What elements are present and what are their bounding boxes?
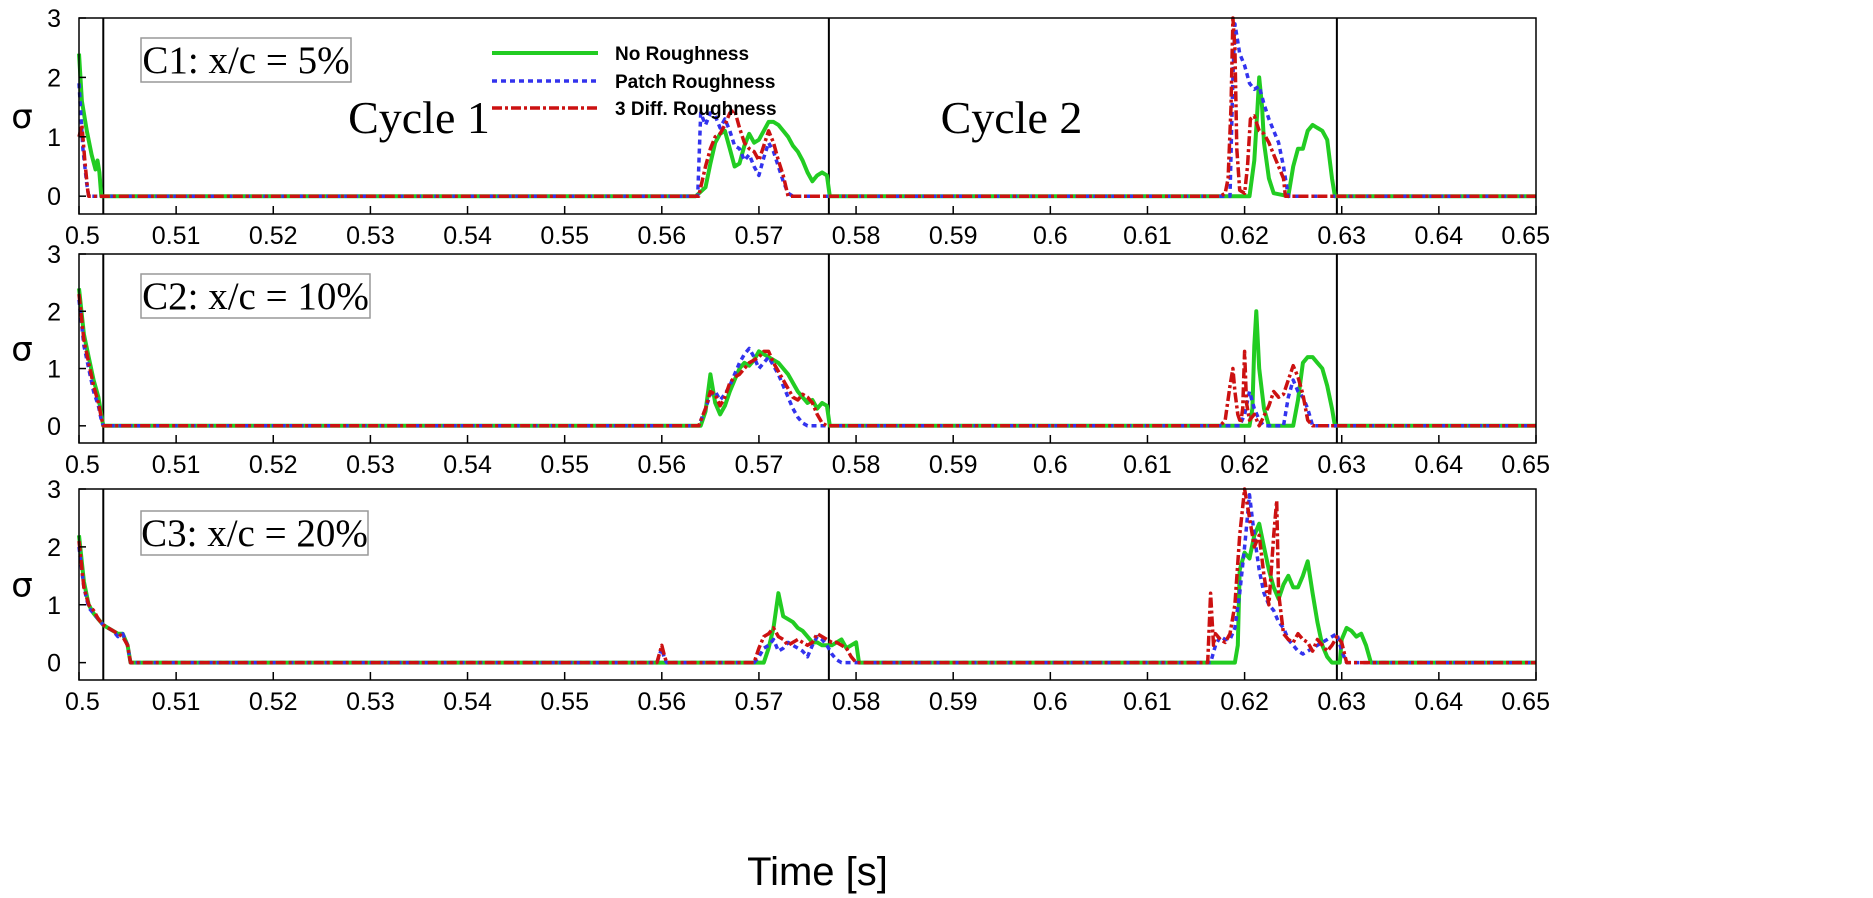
panel-c1-series-patch-roughness (77, 22, 1536, 198)
panel-c1-x-tick-label-0.58: 0.58 (832, 222, 881, 250)
panel-c3-x-tick-label-0.58: 0.58 (832, 688, 881, 716)
panel-c2-y-tick-label-0: 0 (47, 413, 61, 441)
panel-c3-x-tick-label-0.57: 0.57 (735, 688, 784, 716)
panel-c3-x-tick-label-0.65: 0.65 (1501, 688, 1550, 716)
panel-c3-y-tick-label-1: 1 (47, 592, 61, 620)
panel-c2-frame (78, 253, 1537, 444)
panel-c2-x-tick-label-0.58: 0.58 (832, 451, 881, 479)
panel-c1-y-axis-label: σ (11, 97, 33, 137)
panel-c1-series-no-roughness (77, 53, 1536, 199)
panel-c1-label: C1: x/c = 5% (140, 37, 352, 83)
legend-label-no-roughness: No Roughness (615, 44, 749, 65)
legend: No Roughness Patch Roughness 3 Diff. Rou… (492, 44, 777, 120)
panel-c2-label: C2: x/c = 10% (140, 273, 371, 319)
panel-c1-x-tick-label-0.55: 0.55 (540, 222, 589, 250)
panel-c1-y-tick-label-1: 1 (47, 124, 61, 152)
panel-c3-x-tick-label-0.54: 0.54 (443, 688, 492, 716)
panel-c1-x-tick-label-0.65: 0.65 (1501, 222, 1550, 250)
panel-c3-x-tick-label-0.64: 0.64 (1415, 688, 1464, 716)
panel-c3: 0 1 2 3 0.5 0.51 0.52 0.53 0.54 0.55 0.56 0.57 0.58… (11, 476, 1550, 716)
panel-c2-x-tick-label-0.65: 0.65 (1501, 451, 1550, 479)
panel-c1-x-tick-label-0.5: 0.5 (65, 222, 100, 250)
cycle-labels: Cycle 1 Cycle 2 (348, 92, 1082, 143)
panel-c1-x-tick-label-0.61: 0.61 (1123, 222, 1172, 250)
panel-c2-series-no-roughness (77, 288, 1536, 428)
cycle-2-label: Cycle 2 (941, 92, 1083, 143)
panel-c3-x-tick-label-0.6: 0.6 (1033, 688, 1068, 716)
panel-c1: 0 1 2 3 0.5 0.51 0.52 0.53 0.54 0.55 0.56 0.57 0.58… (11, 5, 1550, 250)
panel-c2-x-tick-label-0.61: 0.61 (1123, 451, 1172, 479)
panel-c3-y-axis-label: σ (11, 566, 33, 606)
panel-c2-x-tick-label-0.5: 0.5 (65, 451, 100, 479)
panel-c2-label-text: C2: x/c = 10% (142, 275, 369, 318)
panel-c3-label-text: C3: x/c = 20% (141, 512, 368, 555)
panel-c3-series-3-diff-roughness (77, 487, 1536, 665)
legend-label-3-diff-roughness: 3 Diff. Roughness (615, 99, 777, 120)
panel-c3-x-tick-label-0.62: 0.62 (1220, 688, 1269, 716)
x-axis-label: Time [s] (747, 850, 888, 894)
panel-c2-x-tick-label-0.56: 0.56 (637, 451, 686, 479)
panel-c1-x-tick-label-0.6: 0.6 (1033, 222, 1068, 250)
cycle-1-label: Cycle 1 (348, 92, 490, 143)
panel-c1-frame (78, 17, 1537, 215)
panel-c1-label-text: C1: x/c = 5% (142, 39, 349, 82)
panel-c1-y-tick-label-0: 0 (47, 183, 61, 211)
panel-c3-x-tick-label-0.56: 0.56 (637, 688, 686, 716)
panel-c1-x-tick-label-0.54: 0.54 (443, 222, 492, 250)
panel-c1-x-tick-label-0.53: 0.53 (346, 222, 395, 250)
panel-c1-y-tick-label-2: 2 (47, 64, 61, 92)
panel-c2-x-tick-label-0.63: 0.63 (1317, 451, 1366, 479)
panel-c3-x-tick-label-0.51: 0.51 (152, 688, 201, 716)
panel-c3-frame (78, 488, 1537, 681)
panel-c3-x-tick-label-0.5: 0.5 (65, 688, 100, 716)
panel-c2-y-tick-label-3: 3 (47, 241, 61, 269)
panel-c3-y-tick-label-3: 3 (47, 476, 61, 504)
panel-c3-y-tick-label-2: 2 (47, 534, 61, 562)
panel-c1-x-tick-label-0.62: 0.62 (1220, 222, 1269, 250)
panel-c2-x-tick-label-0.53: 0.53 (346, 451, 395, 479)
panel-c2: 0 1 2 3 0.5 0.51 0.52 0.53 0.54 0.55 0.56 0.57 0.58… (11, 241, 1550, 479)
panel-c2-x-tick-label-0.57: 0.57 (735, 451, 784, 479)
panel-c2-x-tick-label-0.55: 0.55 (540, 451, 589, 479)
panel-c2-y-axis-label: σ (11, 330, 33, 370)
panel-c1-x-tick-label-0.56: 0.56 (637, 222, 686, 250)
panel-c1-x-tick-label-0.64: 0.64 (1415, 222, 1464, 250)
panel-c2-y-tick-label-1: 1 (47, 356, 61, 384)
panel-c3-x-tick-label-0.52: 0.52 (249, 688, 298, 716)
panel-c2-x-tick-label-0.6: 0.6 (1033, 451, 1068, 479)
panel-c1-x-tick-label-0.63: 0.63 (1317, 222, 1366, 250)
panel-c2-y-tick-label-2: 2 (47, 298, 61, 326)
panel-c1-series-3-diff-roughness (77, 16, 1536, 198)
panel-c2-x-tick-label-0.54: 0.54 (443, 451, 492, 479)
panel-c2-x-tick-label-0.62: 0.62 (1220, 451, 1269, 479)
panel-c3-label: C3: x/c = 20% (140, 510, 369, 556)
panel-c1-x-tick-label-0.59: 0.59 (929, 222, 978, 250)
panel-c3-x-tick-label-0.61: 0.61 (1123, 688, 1172, 716)
panel-c2-x-tick-label-0.64: 0.64 (1415, 451, 1464, 479)
panel-c3-x-tick-label-0.55: 0.55 (540, 688, 589, 716)
panel-c3-x-tick-label-0.63: 0.63 (1317, 688, 1366, 716)
panel-c3-x-tick-label-0.59: 0.59 (929, 688, 978, 716)
panel-c2-x-tick-label-0.52: 0.52 (249, 451, 298, 479)
panel-c2-series-3-diff-roughness (77, 293, 1536, 428)
panel-c1-x-tick-label-0.51: 0.51 (152, 222, 201, 250)
panel-c3-y-tick-label-0: 0 (47, 650, 61, 678)
panel-c1-y-tick-label-3: 3 (47, 5, 61, 33)
panel-c3-x-tick-label-0.53: 0.53 (346, 688, 395, 716)
panel-c2-x-tick-label-0.59: 0.59 (929, 451, 978, 479)
panel-c1-x-tick-label-0.52: 0.52 (249, 222, 298, 250)
panel-c2-x-tick-label-0.51: 0.51 (152, 451, 201, 479)
legend-label-patch-roughness: Patch Roughness (615, 72, 775, 93)
panel-c3-series-patch-roughness (77, 493, 1536, 665)
panel-c1-x-tick-label-0.57: 0.57 (735, 222, 784, 250)
